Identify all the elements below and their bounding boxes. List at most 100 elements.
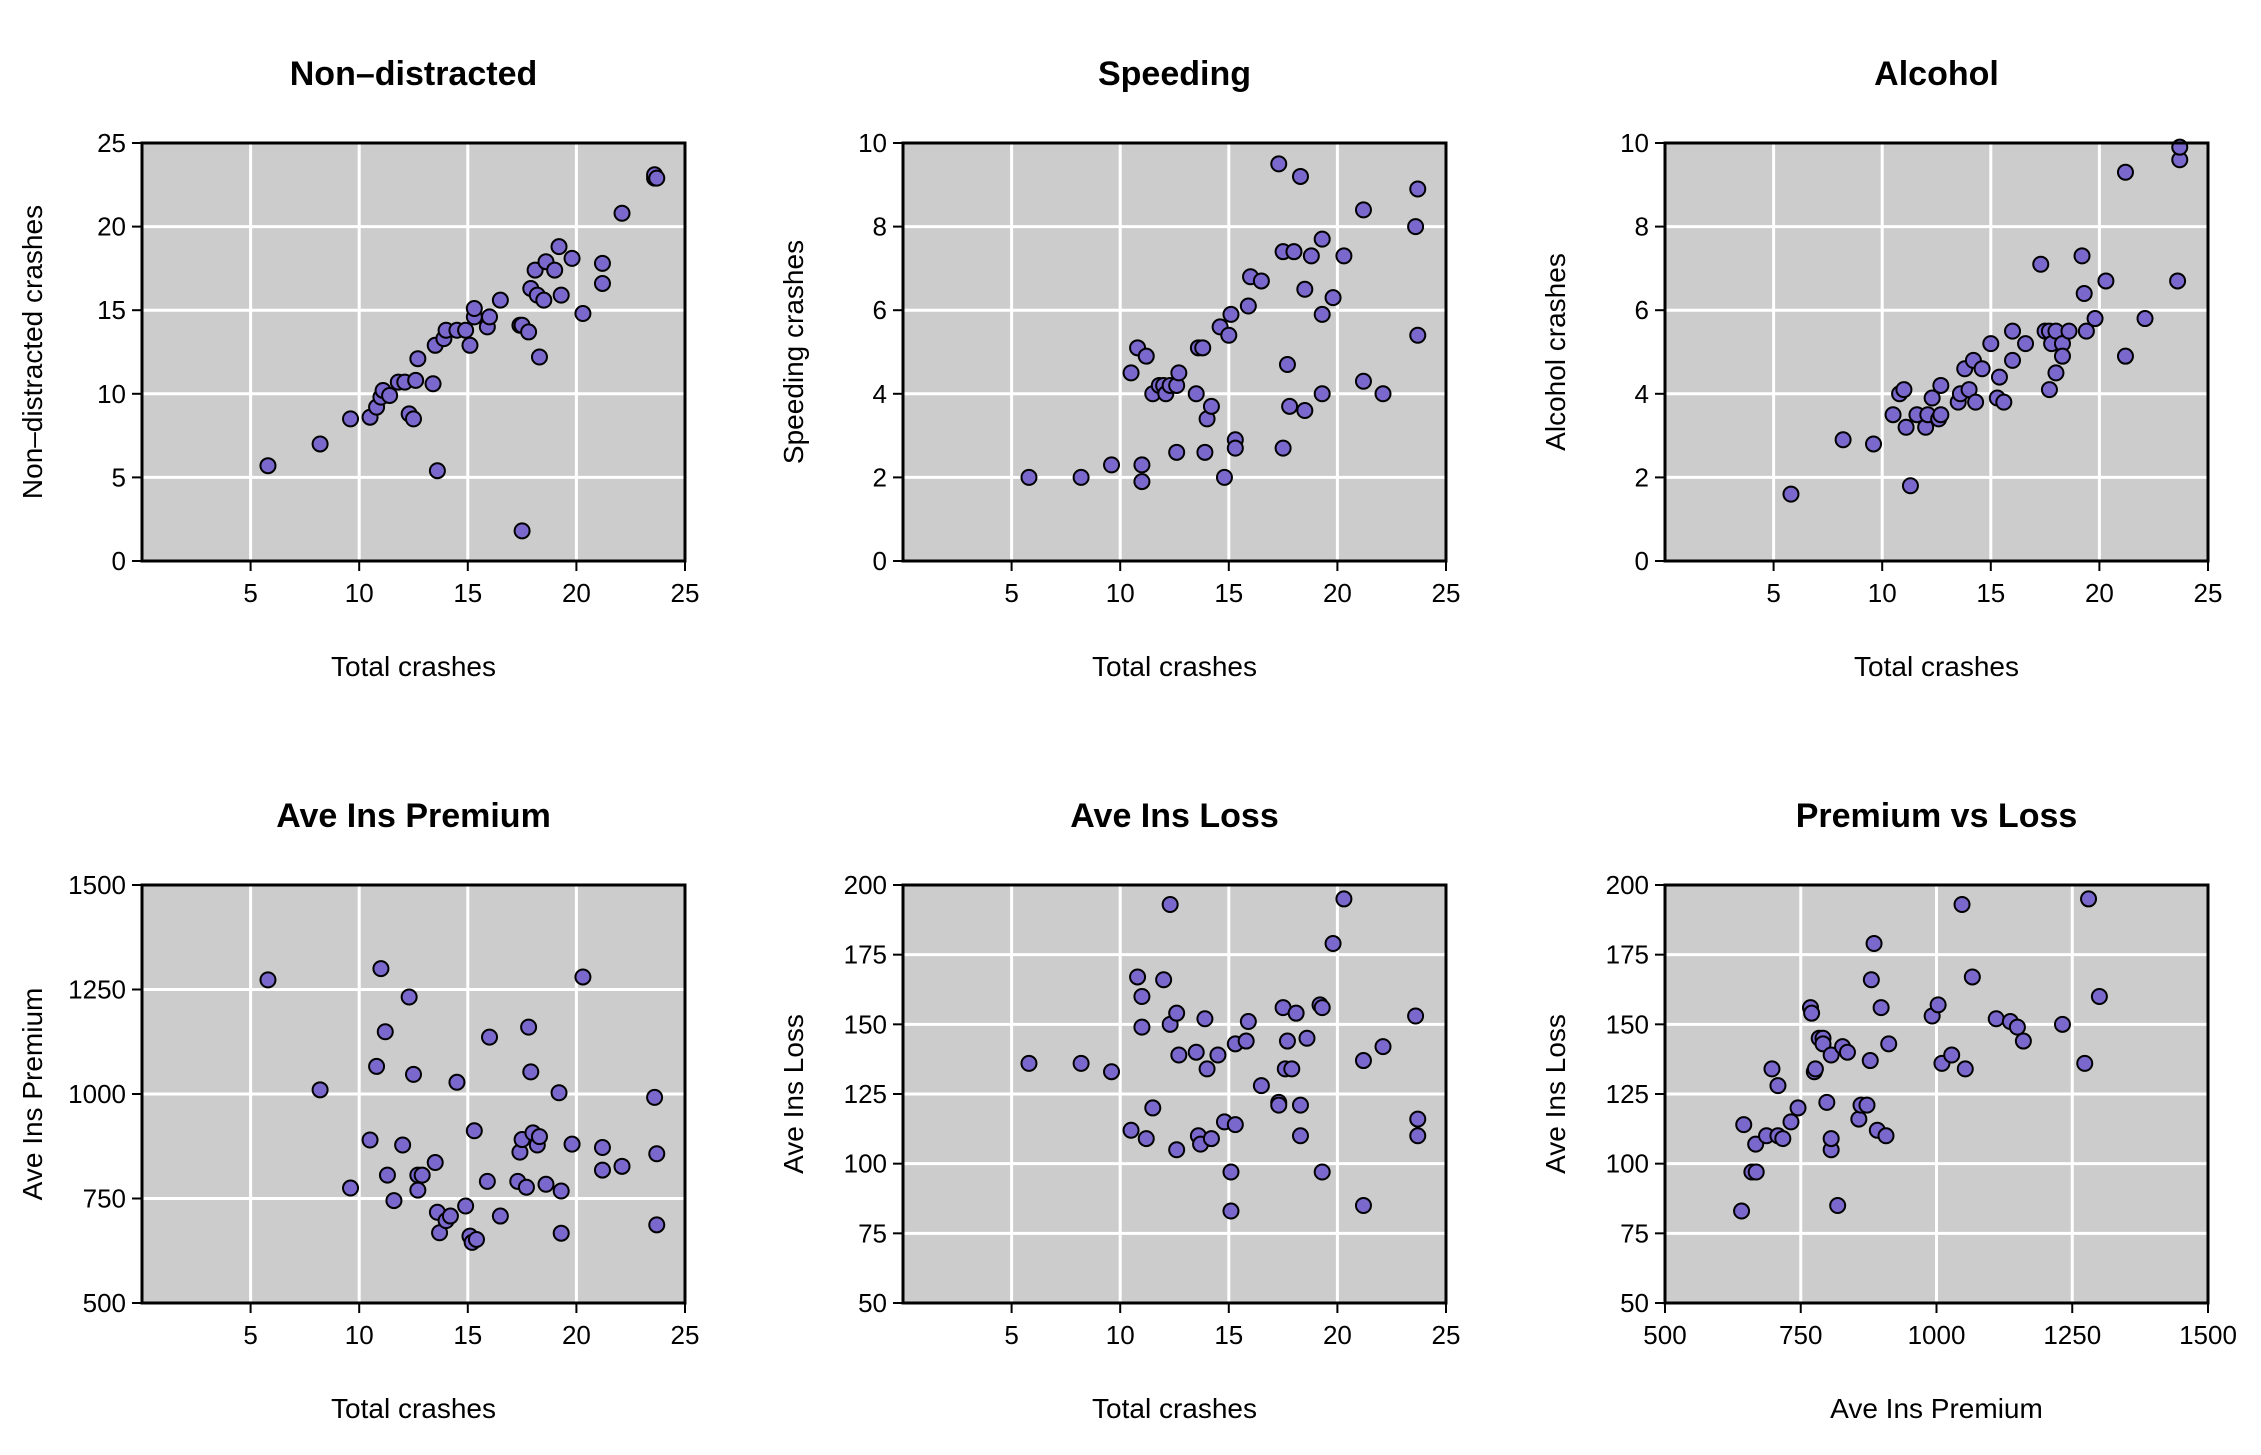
y-tick-label: 10 — [858, 128, 887, 158]
data-point — [1735, 1116, 1753, 1134]
data-point — [1220, 326, 1238, 344]
data-point — [1880, 1035, 1898, 1053]
data-point — [259, 457, 277, 475]
data-point — [1202, 397, 1220, 415]
data-point — [1020, 1054, 1038, 1072]
y-tick-label: 6 — [873, 295, 887, 325]
y-tick-label: 1250 — [68, 975, 126, 1005]
data-point — [1296, 280, 1314, 298]
y-tick-label: 150 — [1606, 1009, 1649, 1039]
data-point — [1990, 368, 2008, 386]
data-point — [1872, 999, 1890, 1017]
data-point — [550, 238, 568, 256]
data-point — [1155, 971, 1173, 989]
data-point — [1313, 230, 1331, 248]
data-point — [1409, 326, 1427, 344]
data-point — [1956, 1060, 1974, 1078]
data-point — [1072, 468, 1090, 486]
y-tick-label: 10 — [97, 379, 126, 409]
y-tick-label: 100 — [844, 1149, 887, 1179]
data-point — [1161, 896, 1179, 914]
data-point — [1982, 335, 2000, 353]
chart-title: Speeding — [1098, 55, 1251, 93]
x-tick-label: 15 — [1214, 1320, 1243, 1350]
data-point — [2014, 1032, 2032, 1050]
data-point — [2040, 381, 2058, 399]
data-point — [2116, 347, 2134, 365]
data-point — [311, 435, 329, 453]
data-point — [1838, 1043, 1856, 1061]
data-point — [1122, 1121, 1140, 1139]
data-point — [1884, 406, 1902, 424]
data-point — [457, 1197, 475, 1215]
data-point — [1215, 468, 1233, 486]
x-tick-label: 20 — [562, 1320, 591, 1350]
data-point — [520, 323, 538, 341]
data-point — [1865, 935, 1883, 953]
y-tick-label: 4 — [1635, 379, 1649, 409]
data-point — [513, 522, 531, 540]
x-tick-label: 20 — [562, 578, 591, 608]
data-point — [646, 1088, 664, 1106]
data-point — [481, 1028, 499, 1046]
data-point — [1324, 289, 1342, 307]
x-tick-label: 10 — [345, 1320, 374, 1350]
data-point — [405, 1065, 422, 1083]
scatter-panel-5: 5 10 15 20 25 50 75 100 125 150 175 200 Ave Ins Loss… — [778, 797, 1460, 1424]
data-point — [1354, 1052, 1372, 1070]
scatter-panel-2: 5 10 15 20 25 0 2 4 6 8 10 Speeding Total crashes Spe… — [778, 55, 1460, 682]
x-tick-label: 750 — [1779, 1320, 1822, 1350]
x-axis-label: Total crashes — [1092, 651, 1257, 682]
data-point — [1929, 996, 1947, 1014]
x-axis-label: Total crashes — [331, 651, 496, 682]
data-point — [1270, 155, 1288, 173]
data-point — [1313, 1163, 1331, 1181]
data-point — [259, 971, 277, 989]
data-point — [1850, 1110, 1868, 1128]
x-tick-label: 5 — [1004, 578, 1018, 608]
data-point — [1133, 456, 1151, 474]
chart-title: Ave Ins Loss — [1070, 797, 1278, 835]
y-tick-label: 2 — [1635, 462, 1649, 492]
data-point — [1144, 1099, 1162, 1117]
y-tick-label: 50 — [1620, 1288, 1649, 1318]
data-point — [1298, 1029, 1316, 1047]
data-point — [467, 1230, 485, 1248]
y-tick-label: 8 — [1635, 212, 1649, 242]
data-point — [1865, 435, 1883, 453]
y-tick-label: 10 — [1620, 128, 1649, 158]
data-point — [1278, 356, 1296, 374]
data-point — [1733, 1202, 1751, 1220]
data-point — [552, 1182, 570, 1200]
data-point — [2053, 1015, 2071, 1033]
data-point — [1354, 201, 1372, 219]
data-point — [361, 1131, 379, 1149]
data-point — [1133, 473, 1151, 491]
data-point — [1187, 1043, 1205, 1061]
x-axis-label: Total crashes — [1854, 651, 2019, 682]
data-point — [1129, 968, 1147, 986]
y-tick-label: 1000 — [68, 1079, 126, 1109]
data-point — [1803, 1004, 1821, 1022]
data-point — [2004, 351, 2022, 369]
data-point — [1170, 364, 1188, 382]
data-point — [1285, 243, 1303, 261]
data-point — [593, 274, 611, 292]
x-tick-label: 25 — [1432, 1320, 1461, 1350]
data-point — [593, 1139, 611, 1157]
data-point — [1862, 971, 1880, 989]
data-point — [428, 462, 446, 480]
data-point — [2086, 310, 2104, 328]
data-point — [385, 1192, 403, 1210]
data-point — [1789, 1099, 1807, 1117]
data-point — [1932, 376, 1950, 394]
data-point — [1274, 439, 1292, 457]
data-point — [1187, 385, 1205, 403]
data-point — [563, 1135, 581, 1153]
x-tick-label: 25 — [671, 578, 700, 608]
data-point — [1987, 1010, 2005, 1028]
data-point — [2097, 272, 2115, 290]
x-tick-label: 500 — [1643, 1320, 1686, 1350]
data-point — [1222, 305, 1240, 323]
data-point — [1407, 1007, 1425, 1025]
